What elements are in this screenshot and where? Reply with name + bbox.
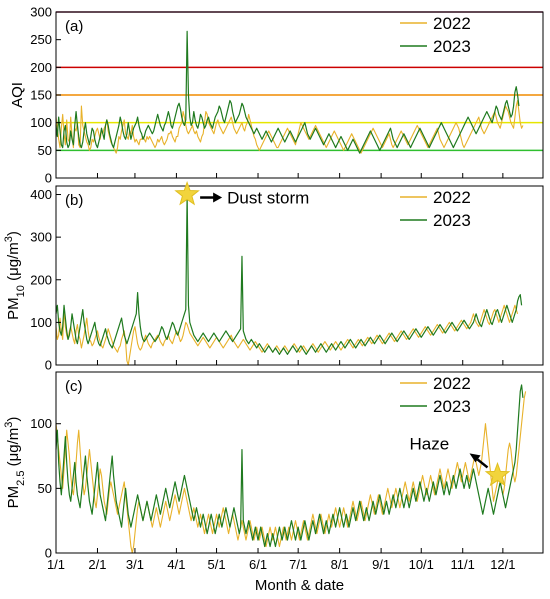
y-tick-label: 150 bbox=[30, 88, 52, 103]
y-tick-label: 100 bbox=[30, 115, 52, 130]
y-axis: 0 50 100 bbox=[30, 416, 61, 561]
y-axis: 0 50 100 150 200 250 300 bbox=[30, 5, 61, 186]
haze-annotation: Haze bbox=[410, 434, 511, 487]
arrow-up-left-icon bbox=[476, 458, 489, 469]
y-axis-label: AQI bbox=[9, 82, 26, 108]
x-tick-label: 10/1 bbox=[409, 557, 434, 572]
series-layer bbox=[55, 30, 524, 154]
star-icon bbox=[484, 461, 511, 487]
x-axis bbox=[55, 360, 504, 365]
panel-label: (c) bbox=[65, 378, 83, 395]
panel-c: 0 50 100 1/1 2/1 3/1 4/1 5/1 6/1 7/1 8/1 9/1 10/1 11… bbox=[3, 371, 544, 594]
ylabel-main: PM bbox=[5, 486, 22, 509]
y-tick-label: 0 bbox=[45, 358, 52, 373]
y-axis-label: PM2.5 (μg/m3) bbox=[3, 417, 27, 509]
x-tick-label: 12/1 bbox=[490, 557, 515, 572]
y-tick-label: 50 bbox=[38, 143, 52, 158]
x-tick-label: 2/1 bbox=[88, 557, 106, 572]
annotation-text: Haze bbox=[410, 434, 450, 453]
y-axis-label: PM10 (μg/m3) bbox=[3, 231, 27, 320]
y-tick-label: 300 bbox=[30, 5, 52, 20]
series-layer bbox=[55, 384, 527, 554]
x-axis: 1/1 2/1 3/1 4/1 5/1 6/1 7/1 8/1 9/1 10/1 11/1 12/1 bbox=[47, 548, 516, 572]
ylabel-close: ) bbox=[5, 417, 22, 422]
panel-frame bbox=[55, 371, 544, 554]
panel-label: (a) bbox=[65, 18, 83, 35]
series-line-2023 bbox=[55, 384, 524, 548]
panel-frame bbox=[55, 185, 544, 366]
arrow-head-icon bbox=[469, 453, 481, 463]
arrow-head-icon bbox=[213, 192, 223, 203]
ylabel-main: PM bbox=[5, 297, 22, 320]
legend-label-2023: 2023 bbox=[433, 397, 471, 416]
panel-a: 0 50 100 150 200 250 300 (a) AQI 2022 2023 bbox=[9, 5, 544, 186]
annotation-text: Dust storm bbox=[227, 189, 309, 208]
ylabel-close: ) bbox=[5, 231, 22, 236]
x-tick-label: 1/1 bbox=[47, 557, 65, 572]
x-tick-label: 11/1 bbox=[451, 557, 475, 572]
y-tick-label: 100 bbox=[30, 315, 52, 330]
y-tick-label: 200 bbox=[30, 60, 52, 75]
ylabel-sup: 3 bbox=[3, 422, 15, 428]
y-tick-label: 300 bbox=[30, 230, 52, 245]
star-icon bbox=[174, 181, 200, 206]
y-tick-label: 250 bbox=[30, 32, 52, 47]
panel-b: 0 100 200 300 400 (b) PM10 (μg/m3) 2022 2023… bbox=[3, 181, 544, 373]
dust-storm-annotation: Dust storm bbox=[174, 181, 309, 208]
x-axis bbox=[55, 173, 504, 178]
legend: 2022 2023 bbox=[400, 374, 471, 416]
y-tick-label: 50 bbox=[38, 481, 52, 496]
legend-label-2023: 2023 bbox=[433, 211, 471, 230]
panel-label: (b) bbox=[65, 192, 83, 209]
series-line-2022 bbox=[55, 304, 519, 366]
y-tick-label: 200 bbox=[30, 272, 52, 287]
x-tick-label: 7/1 bbox=[289, 557, 307, 572]
series-line-2022 bbox=[55, 99, 524, 154]
ylabel-sub: 10 bbox=[15, 285, 27, 297]
legend-label-2022: 2022 bbox=[433, 188, 471, 207]
legend-label-2023: 2023 bbox=[433, 37, 471, 56]
legend: 2022 2023 bbox=[400, 188, 471, 230]
ylabel-sub: 2.5 bbox=[15, 471, 27, 486]
legend: 2022 2023 bbox=[400, 14, 471, 56]
series-layer bbox=[55, 193, 523, 366]
x-tick-label: 3/1 bbox=[126, 557, 144, 572]
ylabel-unit: (μg/m bbox=[5, 428, 22, 471]
legend-label-2022: 2022 bbox=[433, 14, 471, 33]
x-tick-label: 5/1 bbox=[208, 557, 226, 572]
series-line-2023 bbox=[55, 193, 523, 355]
y-tick-label: 400 bbox=[30, 187, 52, 202]
x-tick-label: 9/1 bbox=[372, 557, 390, 572]
series-line-2022 bbox=[55, 391, 527, 554]
x-tick-label: 6/1 bbox=[249, 557, 267, 572]
series-line-2023 bbox=[55, 30, 520, 154]
y-axis: 0 100 200 300 400 bbox=[30, 187, 61, 373]
y-tick-label: 100 bbox=[30, 416, 52, 431]
y-tick-label: 0 bbox=[45, 171, 52, 186]
y-tick-label: 0 bbox=[45, 546, 52, 561]
ylabel-sup: 3 bbox=[3, 236, 15, 242]
ylabel-unit: (μg/m bbox=[5, 242, 22, 285]
x-tick-label: 8/1 bbox=[331, 557, 349, 572]
legend-label-2022: 2022 bbox=[433, 374, 471, 393]
x-axis-label: Month & date bbox=[255, 577, 344, 594]
x-tick-label: 4/1 bbox=[167, 557, 185, 572]
